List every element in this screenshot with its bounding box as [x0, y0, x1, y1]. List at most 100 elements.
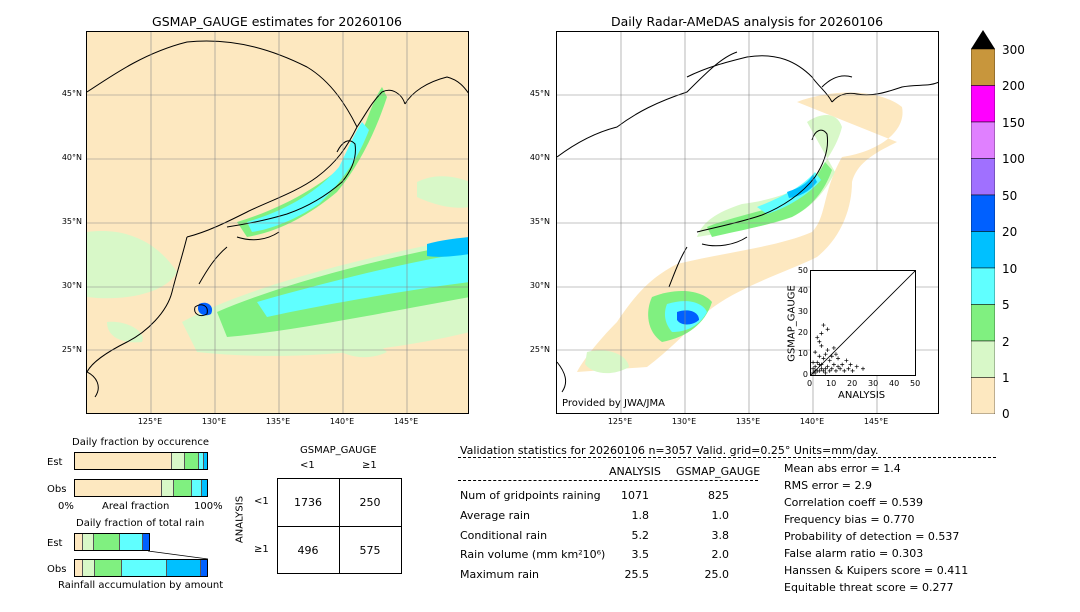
scatter-point [813, 350, 818, 355]
contingency-cell: 250 [359, 496, 381, 509]
colorbar [970, 30, 996, 415]
one-to-one-line [811, 271, 915, 375]
colorbar-label: 10 [1002, 262, 1018, 276]
occurrence-row-label: Est [47, 457, 63, 468]
score-probability-of-detection: Probability of detection = 0.537 [784, 530, 960, 543]
contingency-col-label: <1 [300, 460, 315, 471]
validation-row-label: Maximum rain [460, 568, 539, 581]
scatter-y-tick: 30 [797, 307, 808, 316]
right-lon-label: 145°E [863, 417, 889, 426]
colorbar-label: 5 [1002, 298, 1010, 312]
scatter-point [831, 345, 836, 350]
scatter-point [817, 368, 822, 373]
scatter-point [815, 360, 820, 365]
occurrence-axis-left: 0% [58, 501, 74, 512]
right-lat-label: 40°N [529, 153, 550, 162]
left-lon-label: 135°E [265, 417, 291, 426]
scatter-point [817, 339, 822, 344]
colorbar-segment [970, 340, 996, 378]
scatter-y-tick: 20 [797, 328, 808, 337]
right-lat-label: 25°N [529, 345, 550, 354]
validation-gsmap-value: 1.0 [711, 509, 730, 522]
occurrence-axis-right: 100% [194, 501, 223, 512]
total-rain-est-bar [74, 533, 150, 551]
contingency-cell: 1736 [294, 496, 322, 509]
right-lon-label: 135°E [735, 417, 761, 426]
score-equitable-threat: Equitable threat score = 0.277 [784, 581, 954, 594]
colorbar-label: 100 [1002, 152, 1025, 166]
colorbar-extend-arrow [971, 30, 995, 49]
score-false-alarm-ratio: False alarm ratio = 0.303 [784, 547, 924, 560]
scatter-point [823, 370, 828, 375]
left-lon-label: 145°E [393, 417, 419, 426]
contingency-cell: 575 [359, 544, 381, 557]
validation-col-analysis: ANALYSIS [609, 465, 661, 478]
score-hanssen-kuipers: Hanssen & Kuipers score = 0.411 [784, 564, 969, 577]
validation-row-label: Rain volume (mm km²10⁶) [460, 548, 606, 561]
score-mean-abs-error: Mean abs error = 1.4 [784, 462, 901, 475]
right-lon-label: 140°E [799, 417, 825, 426]
total-rain-obs-bar [74, 559, 208, 577]
scatter-point [825, 364, 830, 369]
scatter-point [829, 354, 834, 359]
contingency-col-label: ≥1 [362, 460, 377, 471]
right-rain-areas [577, 92, 903, 374]
validation-row-label: Conditional rain [460, 529, 548, 542]
colorbar-label: 150 [1002, 116, 1025, 130]
colorbar-segment [970, 304, 996, 342]
right-lat-label: 35°N [529, 217, 550, 226]
validation-header-rule [458, 457, 996, 458]
colorbar-segment [970, 267, 996, 305]
occurrence-axis-mid: Areal fraction [102, 501, 170, 512]
scatter-point [817, 354, 822, 359]
scatter-point [844, 358, 849, 363]
right-lat-label: 45°N [529, 89, 550, 98]
scatter-y-tick: 10 [797, 349, 808, 358]
scatter-point [846, 366, 851, 371]
left-lat-label: 45°N [61, 89, 82, 98]
validation-analysis-value: 3.5 [631, 548, 650, 561]
scatter-point [825, 327, 830, 332]
left-coastlines [87, 40, 468, 398]
colorbar-segment [970, 377, 996, 415]
scatter-point [817, 362, 822, 367]
colorbar-segment [970, 231, 996, 269]
scatter-y-tick: 50 [797, 266, 808, 275]
score-correlation: Correlation coeff = 0.539 [784, 496, 923, 509]
left-gridlines [87, 32, 468, 413]
scatter-point [823, 352, 828, 357]
validation-gsmap-value: 2.0 [711, 548, 730, 561]
scatter-x-tick: 0 [807, 379, 813, 388]
left-lat-label: 30°N [61, 281, 82, 290]
scatter-point [819, 366, 824, 371]
scatter-point [840, 362, 845, 367]
scatter-point [833, 352, 838, 357]
left-lon-label: 140°E [329, 417, 355, 426]
colorbar-label: 300 [1002, 43, 1025, 57]
right-lon-label: 125°E [607, 417, 633, 426]
validation-analysis-value: 25.5 [624, 568, 650, 581]
scatter-point [811, 366, 816, 371]
scatter-y-tick: 0 [802, 370, 808, 379]
scatter-point [833, 368, 838, 373]
total-rain-title: Daily fraction of total rain [76, 518, 205, 529]
left-lat-label: 25°N [61, 345, 82, 354]
scatter-point [829, 366, 834, 371]
validation-gsmap-value: 25.0 [704, 568, 730, 581]
data-credit: Provided by JWA/JMA [562, 398, 665, 409]
scatter-canvas [811, 271, 915, 375]
scatter-x-ticks: 0 10 20 30 40 50 [803, 379, 923, 391]
scatter-point [819, 343, 824, 348]
scatter-y-tick: 40 [797, 286, 808, 295]
total-rain-footer: Rainfall accumulation by amount [58, 580, 224, 591]
score-frequency-bias: Frequency bias = 0.770 [784, 513, 915, 526]
scatter-point [821, 323, 826, 328]
scatter-point [842, 368, 847, 373]
validation-analysis-value: 1071 [621, 489, 649, 502]
left-map [86, 31, 469, 414]
scatter-plot [810, 270, 916, 376]
left-lon-label: 130°E [201, 417, 227, 426]
left-map-canvas [87, 32, 468, 413]
contingency-cell: 496 [297, 544, 319, 557]
colorbar-segment [970, 48, 996, 86]
